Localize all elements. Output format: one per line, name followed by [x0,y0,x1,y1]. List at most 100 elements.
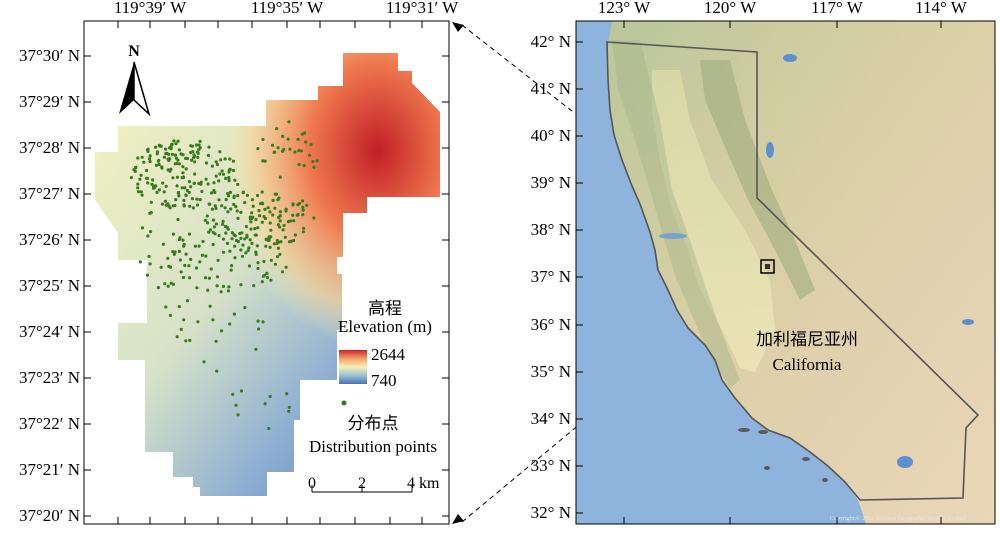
left-lat-label: 37°30′ N [19,46,80,65]
distribution-point [215,275,220,279]
distribution-point [179,327,183,331]
distribution-point [224,231,228,235]
right-map: Copyright:© 2013 National Geographic Soc… [531,0,996,525]
distribution-point [166,256,170,260]
distribution-point [285,392,289,396]
distribution-point [212,181,216,185]
distribution-point [179,152,183,156]
distribution-point [245,233,249,237]
distribution-point [304,140,308,144]
distribution-point [235,209,239,213]
distribution-point [184,252,188,256]
distribution-point [217,198,221,202]
distribution-point [219,158,223,162]
distribution-point [243,237,247,241]
distribution-point [234,205,238,209]
distribution-point [146,148,150,152]
distribution-point [250,198,255,202]
distribution-point [136,182,140,186]
left-lat-label: 37°26′ N [19,230,80,249]
distribution-point [226,210,230,214]
distribution-point [297,162,301,167]
distribution-point [218,172,222,176]
left-lat-label: 37°20′ N [19,506,80,525]
distribution-point [147,157,152,161]
distribution-point [212,225,216,229]
distribution-point [163,199,167,203]
distribution-point [138,260,142,264]
distribution-point [210,164,214,168]
distribution-point [214,206,218,210]
scale-tick-label: 0 [308,475,316,492]
distribution-point [241,243,245,247]
distribution-point [282,223,286,228]
distribution-point [278,219,282,223]
distribution-point [167,152,171,156]
distribution-point [262,273,267,277]
distribution-point [275,127,279,131]
distribution-point [168,265,173,269]
distribution-point [241,190,246,194]
distribution-point [171,176,175,180]
distribution-point [182,318,186,322]
distribution-point [265,271,269,275]
distribution-point [228,322,232,326]
distribution-point [230,237,234,241]
right-lat-labels: 42° N 41° N 40° N 39° N 38° N 37° N 36° … [531,32,571,522]
left-map: 119°39′ W 119°35′ W 119°31′ W 37°30′ N 3… [19,0,459,525]
distribution-point [301,230,305,234]
distribution-point [169,145,173,149]
distribution-point [247,264,252,268]
distribution-point [228,157,232,161]
distribution-point [276,223,280,227]
distribution-point [193,160,197,164]
right-lat-label: 33° N [531,456,571,475]
distribution-point [183,263,187,268]
distribution-point [224,198,228,202]
distribution-point [202,360,206,364]
distribution-point [177,305,181,309]
distribution-point [167,204,171,208]
distribution-point [286,137,290,141]
island [764,466,770,470]
distribution-point [273,262,277,266]
distribution-point [209,191,214,195]
distribution-point [134,165,138,169]
distribution-point [220,169,224,173]
distribution-point [188,338,192,342]
distribution-point [248,238,252,242]
distribution-point [195,203,200,207]
legend-points-cn: 分布点 [348,414,399,433]
distribution-point [162,190,166,194]
distribution-point [173,153,177,157]
distribution-point [140,155,144,159]
distribution-point [164,184,168,188]
distribution-point [269,258,273,262]
distribution-point [168,313,173,317]
distribution-point [302,226,306,230]
distribution-point [171,232,175,236]
distribution-point [177,237,181,242]
distribution-point [192,181,196,185]
distribution-point [251,204,255,208]
legend-title-cn: 高程 [368,299,402,318]
distribution-point [240,254,245,258]
distribution-point [206,153,210,157]
distribution-point [139,173,143,177]
distribution-point [261,159,265,163]
distribution-point [195,286,199,290]
distribution-point [200,189,204,194]
left-lat-label: 37°23′ N [19,368,80,387]
distribution-point [177,162,181,166]
distribution-point [221,284,226,288]
distribution-point [148,211,152,215]
distribution-point [268,245,272,249]
distribution-point [189,150,193,155]
distribution-point [246,248,250,253]
distribution-point [232,195,236,200]
distribution-point [228,190,233,194]
distribution-point [215,162,219,167]
distribution-point [245,193,249,197]
map-attribution: Copyright:© 2013 National Geographic Soc… [830,515,966,522]
distribution-point [273,150,277,154]
